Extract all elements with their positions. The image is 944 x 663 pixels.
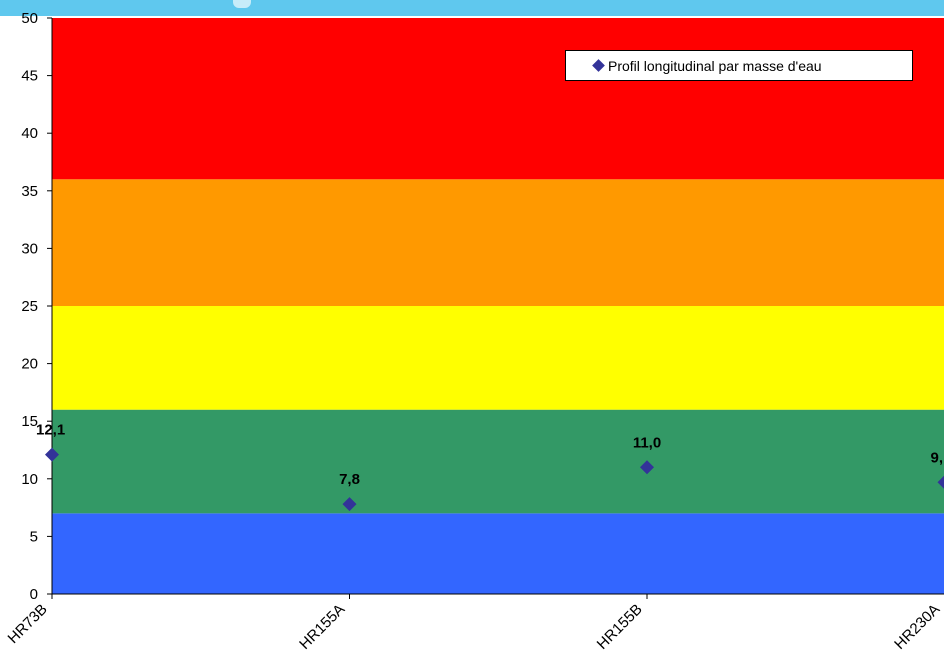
color-band-1 [52,409,944,514]
y-tick-label: 30 [21,240,38,257]
data-point-marker [342,497,357,512]
data-point-marker [640,460,654,475]
y-tick-label: 0 [30,586,38,603]
y-tick-label: 50 [21,10,38,27]
chart-legend: Profil longitudinal par masse d'eau [565,50,913,81]
y-tick-label: 5 [30,528,38,545]
y-tick-label: 15 [21,413,38,430]
data-point-label: 11,0 [633,434,661,451]
y-tick-label: 45 [21,68,38,85]
legend-series-label: Profil longitudinal par masse d'eau [608,57,822,74]
header-strip-decoration [233,0,251,8]
y-tick-label: 35 [21,183,38,200]
x-category-label: HR73B [5,601,51,647]
data-point-label: 9, [931,449,944,466]
color-band-2 [52,306,944,410]
color-band-3 [52,179,944,306]
header-strip [0,0,944,16]
data-point-label: 12,1 [36,422,65,439]
legend-diamond-marker [592,59,605,72]
data-point-marker [937,475,944,489]
data-point-label: 7,8 [339,471,360,488]
y-tick-label: 25 [21,298,38,315]
x-category-label: HR230A [891,601,943,653]
y-tick-label: 10 [21,471,38,488]
x-category-label: HR155B [594,601,646,653]
color-band-0 [52,513,944,594]
y-tick-label: 20 [21,356,38,373]
data-point-marker [45,447,59,462]
y-tick-label: 40 [21,125,38,142]
color-band-4 [52,18,944,180]
x-category-label: HR155A [296,601,348,653]
